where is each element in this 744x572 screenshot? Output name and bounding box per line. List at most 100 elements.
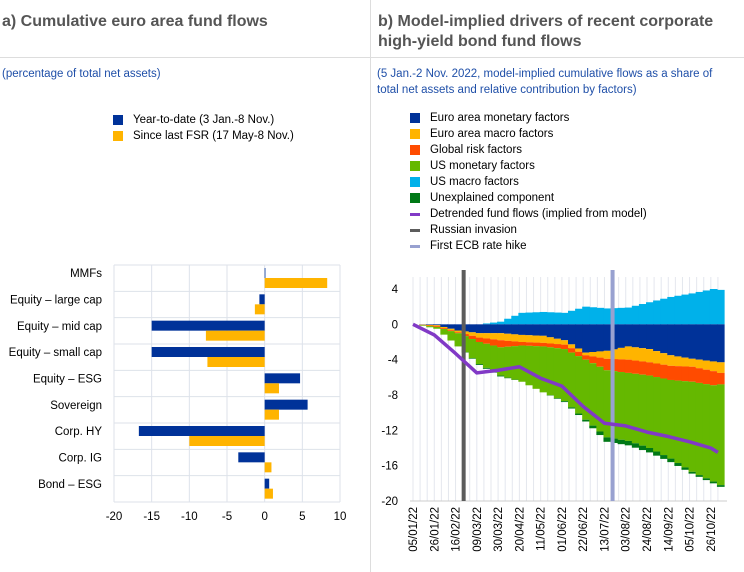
x-tick-label: 26/01/22 — [429, 507, 441, 552]
area-segment — [532, 312, 541, 325]
bar — [264, 488, 273, 499]
area-segment — [575, 308, 583, 325]
area-segment — [702, 360, 711, 370]
bar — [254, 304, 265, 315]
area-segment — [546, 312, 555, 325]
legend-swatch — [113, 115, 123, 125]
x-tick-label: 01/06/22 — [557, 507, 569, 552]
area-segment — [575, 351, 583, 357]
area-segment — [560, 349, 569, 402]
legend-swatch — [410, 212, 420, 216]
legend-swatch — [410, 193, 420, 203]
area-segment — [497, 321, 505, 325]
area-segment — [624, 359, 633, 373]
area-segment — [653, 300, 661, 325]
area-segment — [716, 485, 725, 487]
area-segment — [468, 332, 477, 336]
area-segment — [575, 324, 583, 349]
area-segment — [653, 324, 661, 352]
x-tick-label: 13/07/22 — [599, 507, 611, 552]
area-segment — [653, 451, 661, 456]
area-segment — [660, 364, 668, 379]
area-segment — [433, 324, 441, 326]
legend-item: US macro factors — [410, 174, 647, 190]
area-segment — [603, 308, 612, 325]
area-segment — [532, 346, 541, 389]
area-segment — [553, 348, 562, 399]
area-segment — [624, 346, 633, 360]
area-segment — [504, 377, 512, 379]
area-segment — [716, 384, 725, 486]
area-segment — [426, 325, 434, 327]
area-segment — [709, 371, 718, 386]
area-segment — [525, 324, 534, 336]
header-divider — [0, 57, 744, 58]
area-segment — [532, 335, 541, 343]
area-segment — [482, 343, 491, 368]
x-tick-label: 11/05/22 — [536, 507, 548, 551]
area-segment — [440, 324, 449, 327]
area-segment — [475, 333, 484, 338]
area-segment — [482, 333, 491, 339]
area-segment — [560, 344, 569, 350]
area-segment — [646, 324, 654, 350]
area-segment — [646, 362, 654, 376]
category-label: Equity – small cap — [9, 347, 102, 359]
x-tick-label: 10 — [334, 511, 347, 523]
area-segment — [504, 346, 512, 378]
area-segment — [504, 318, 512, 325]
x-tick-label: 0 — [261, 511, 267, 523]
area-segment — [646, 375, 654, 448]
area-segment — [646, 448, 654, 453]
area-segment — [504, 333, 512, 341]
right-title-line2: high-yield bond fund flows — [378, 33, 582, 50]
area-segment — [702, 369, 711, 385]
area-segment — [631, 305, 640, 325]
area-segment — [511, 315, 519, 325]
area-segment — [539, 335, 548, 343]
bar — [151, 320, 265, 331]
right-area-chart: 4 0 -4 -8 -12 -16 -20 05/01/22 26/01/22 16/02/22 0… — [381, 270, 727, 552]
legend-label: Unexplained component — [430, 192, 555, 204]
area-segment — [426, 324, 434, 325]
area-segment — [582, 352, 590, 356]
area-segment — [568, 344, 576, 349]
x-tick-label: 03/08/22 — [621, 507, 633, 552]
area-segment — [433, 325, 441, 327]
area-segment — [695, 475, 704, 477]
right-subtitle: (5 Jan.-2 Nov. 2022, model-implied cumul… — [377, 66, 712, 98]
area-segment — [447, 331, 456, 341]
area-segment — [688, 324, 697, 359]
area-segment — [497, 324, 505, 334]
area-segment — [624, 440, 633, 446]
area-segment — [589, 352, 597, 357]
area-segment — [546, 347, 555, 396]
area-segment — [603, 324, 612, 351]
area-segment — [582, 355, 590, 360]
area-segment — [468, 335, 477, 340]
area-segment — [468, 324, 477, 333]
area-segment — [568, 348, 576, 353]
legend-label: Global risk factors — [430, 144, 523, 156]
area-segment — [596, 357, 605, 367]
area-segment — [419, 325, 427, 326]
legend-label: Since last FSR (17 May-8 Nov.) — [133, 130, 294, 142]
area-segment — [603, 358, 612, 371]
area-segment — [624, 372, 633, 441]
area-segment — [596, 351, 605, 358]
legend-label: Year-to-date (3 Jan.-8 Nov.) — [133, 114, 275, 126]
area-segment — [433, 326, 441, 329]
area-segment — [709, 481, 718, 484]
bar — [264, 278, 328, 288]
area-segment — [440, 326, 449, 329]
area-segment — [511, 324, 519, 335]
area-segment — [454, 333, 463, 347]
area-segment — [596, 431, 605, 436]
area-segment — [631, 324, 640, 348]
area-segment — [546, 343, 555, 348]
area-segment — [674, 463, 683, 466]
legend-item: Detrended fund flows (implied from model… — [410, 206, 647, 222]
area-segment — [582, 419, 590, 422]
legend-item: Year-to-date (3 Jan.-8 Nov.) — [113, 112, 294, 128]
area-segment — [525, 312, 534, 325]
